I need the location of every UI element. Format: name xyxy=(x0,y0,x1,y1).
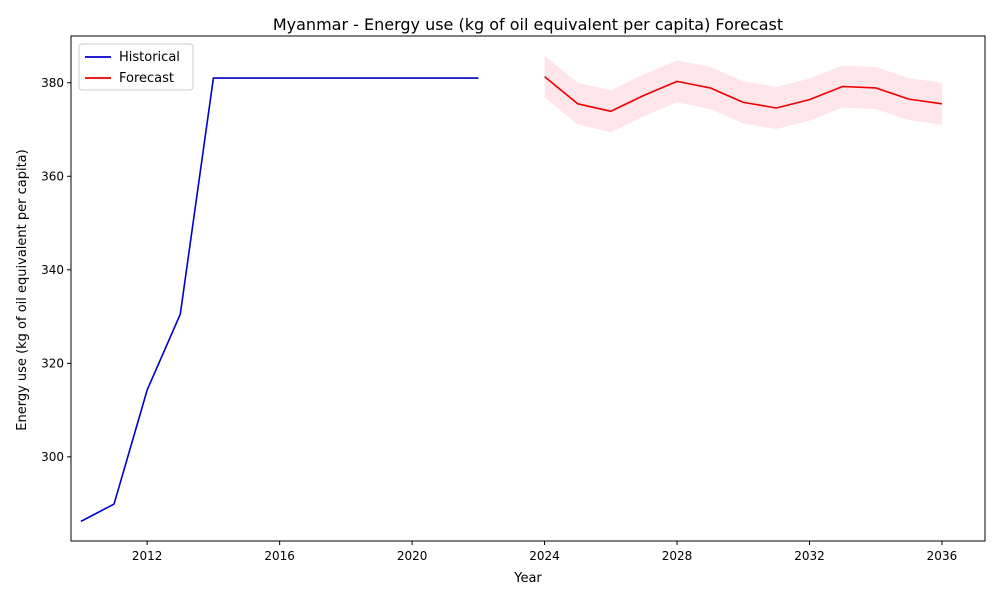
confidence-band xyxy=(544,55,942,133)
x-tick-label: 2024 xyxy=(529,549,560,563)
axes: 2012 2016 2020 2024 2028 2032 2036 300 320 340 360… xyxy=(41,35,986,563)
x-tick-label: 2012 xyxy=(132,549,163,563)
series-line-historical xyxy=(80,77,479,523)
y-tick-label: 380 xyxy=(41,76,64,90)
legend-label: Forecast xyxy=(119,71,174,86)
y-tick-label: 300 xyxy=(41,450,64,464)
y-tick-label: 360 xyxy=(41,169,64,183)
legend: Historical Forecast xyxy=(78,43,194,91)
x-axis-label: Year xyxy=(513,571,542,586)
x-tick-label: 2036 xyxy=(927,549,958,563)
x-tick-label: 2032 xyxy=(794,549,825,563)
y-tick-label: 340 xyxy=(41,263,64,277)
axes-frame xyxy=(70,35,986,542)
x-tick-label: 2016 xyxy=(264,549,295,563)
series-line-forecast xyxy=(544,76,943,113)
chart-title: Myanmar - Energy use (kg of oil equivale… xyxy=(273,15,783,34)
plot-area xyxy=(80,55,943,523)
legend-label: Historical xyxy=(119,50,180,65)
y-axis-label: Energy use (kg of oil equivalent per cap… xyxy=(15,149,30,430)
x-tick-label: 2020 xyxy=(397,549,428,563)
x-tick-label: 2028 xyxy=(662,549,693,563)
y-tick-label: 320 xyxy=(41,356,64,370)
